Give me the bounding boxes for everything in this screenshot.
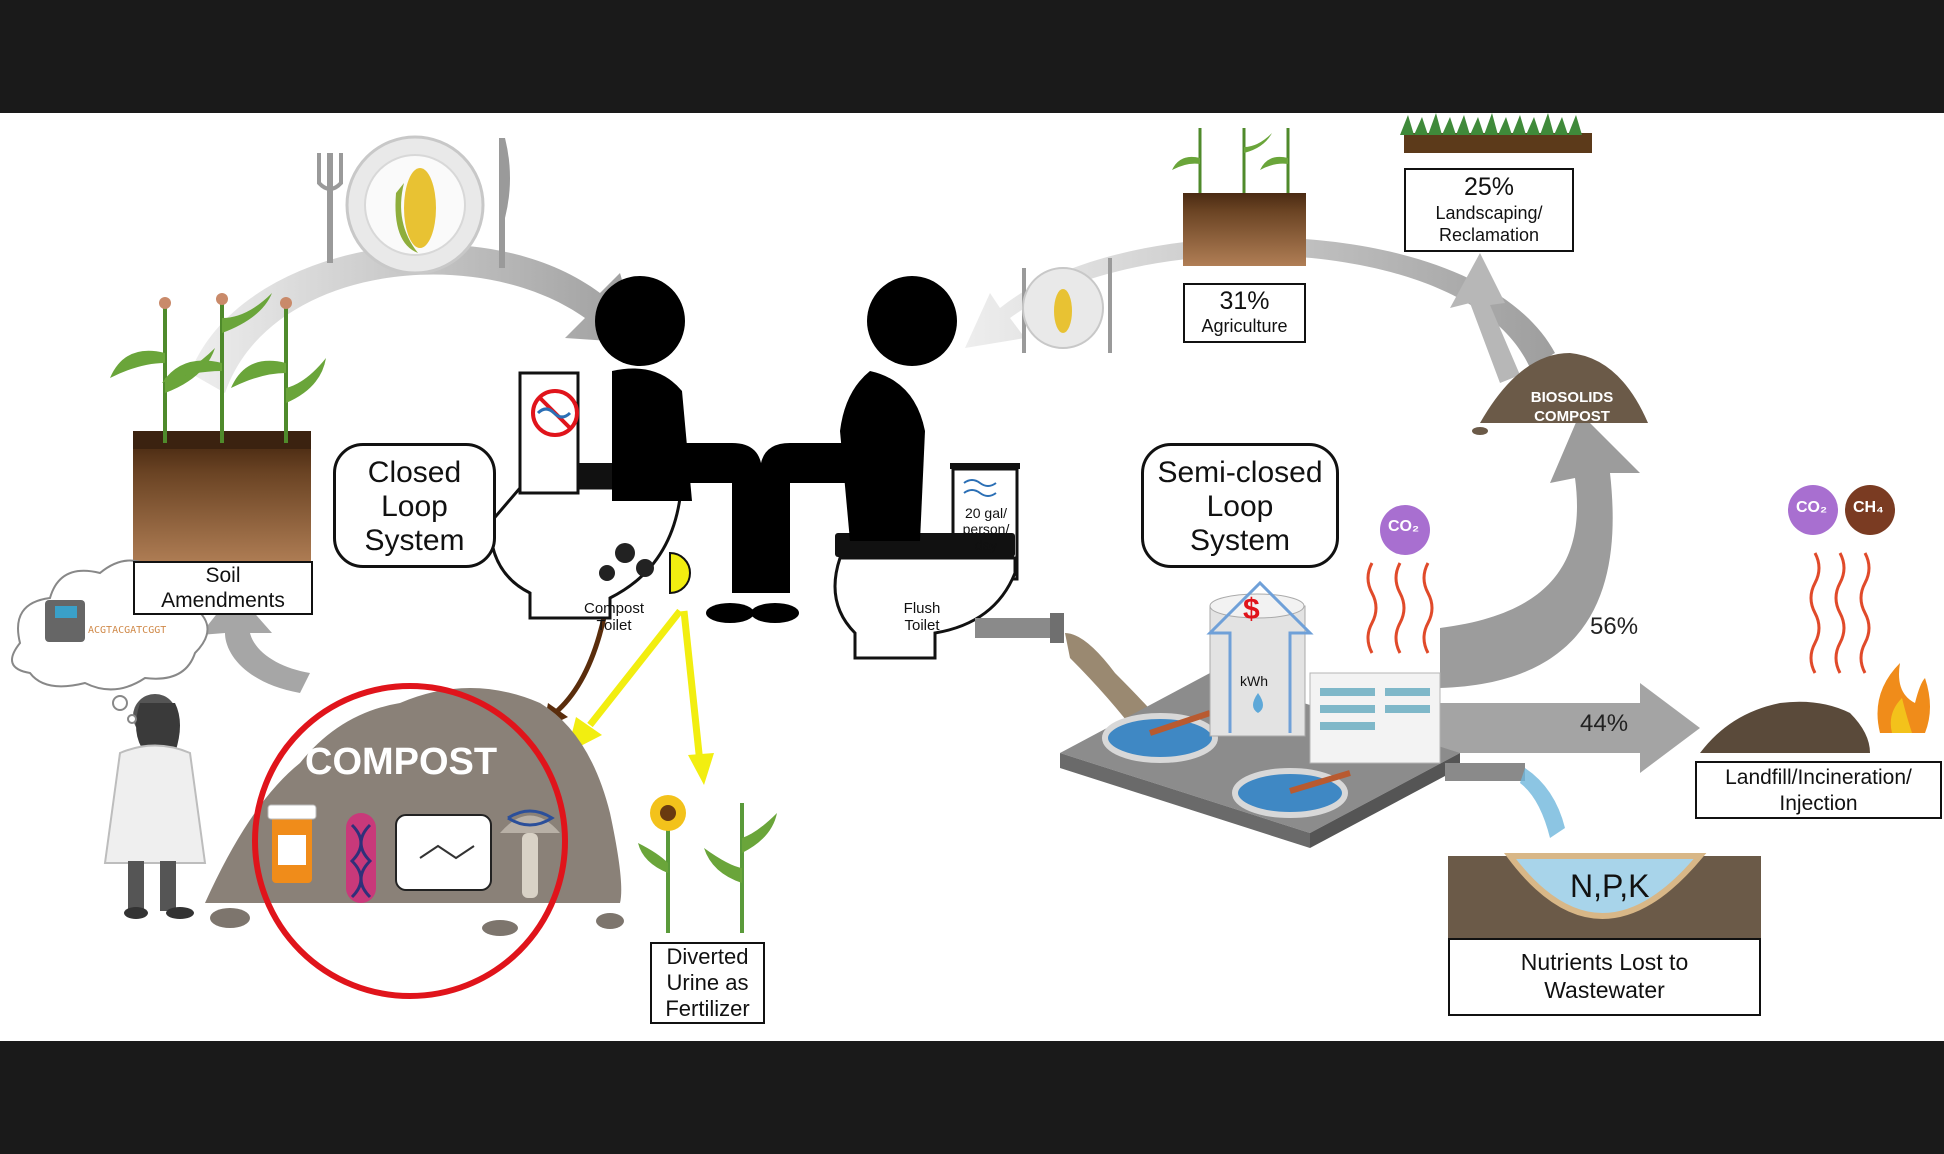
landfill-pile-icon [1700,663,1930,753]
diagram-canvas: ACGTACGATCGGT [11,113,1930,999]
emissions-arrows-plant [1366,562,1434,654]
to-landfill-arrow [1440,683,1700,773]
corn-soil-icon [110,293,326,565]
co2-landfill-text: CO₂ [1796,499,1828,516]
npk-label: N,P,K [1570,868,1650,904]
compost-to-soil-arrow [200,591,310,693]
compost-toilet-label: Compost Toilet [583,600,645,634]
sunflower-corn-icon [638,795,777,933]
compost-pile-icon [205,688,624,936]
agriculture-box: 31% Agriculture [1183,283,1306,343]
nutrients-lost-box: Nutrients Lost to Wastewater [1448,938,1761,1016]
emissions-arrows-landfill [1809,552,1871,674]
to-landscaping-arrow [1450,253,1520,383]
wastewater-plant-icon [1060,580,1565,848]
diverted-urine-label: Diverted Urine as Fertilizer [650,942,765,1024]
scientist-icon [103,694,207,919]
landscaping-box: 25% Landscaping/ Reclamation [1404,168,1574,252]
agriculture-pct: 31% [1219,287,1270,315]
flush-toilet-label: Flush Toilet [903,600,941,634]
to-biosolids-arrow [1440,413,1640,688]
agriculture-soil-icon [1172,128,1306,266]
pct-56-label: 56% [1590,613,1639,640]
urine-to-fertilizer-arrow [680,610,704,764]
urine-arrowhead-down [688,753,714,785]
landscaping-grass-icon [1400,113,1592,153]
co2-plant-text: CO₂ [1388,518,1420,535]
upper-loop-arrow [965,237,1555,368]
ch4-landfill-text: CH₄ [1853,499,1884,516]
feces-to-compost-arrow [553,612,608,715]
food-to-human-arrow [190,244,640,393]
pct-44-label: 44% [1580,710,1629,737]
ch4-bubble-landfill [1845,485,1895,535]
plate-corn-small-icon [1022,258,1112,353]
compost-highlight-ring [252,683,568,999]
biosolids-label: BIOSOLIDS COMPOST [1530,389,1614,425]
co2-bubble-plant [1380,505,1430,555]
biosolids-crumb [1472,427,1488,435]
agriculture-label: Agriculture [1201,316,1288,336]
closed-loop-title: Closed Loop System [333,443,496,568]
nutrients-pit-icon [1448,853,1761,939]
urine-to-compost-arrow [587,608,683,728]
semi-closed-loop-title: Semi-closed Loop System [1141,443,1339,568]
kwh-label: kWh [1240,673,1268,689]
compost-toilet-user-icon [488,276,762,623]
landfill-box: Landfill/Incineration/ Injection [1695,761,1942,819]
dollar-sign: $ [1243,593,1260,626]
landscaping-pct: 25% [1463,173,1515,201]
compost-label: COMPOST [305,741,498,783]
dna-sequence-text: ACGTACGATCGGT [88,625,166,636]
biosolids-pile-icon [1480,353,1648,423]
water-use-label: 20 gal/ person/ day [962,505,1010,553]
figure-panel: ACGTACGATCGGT [0,113,1944,1041]
plate-corn-icon [317,135,510,275]
landscaping-label: Landscaping/ Reclamation [1435,203,1543,245]
co2-bubble-landfill [1788,485,1838,535]
soil-amendments-label: Soil Amendments [133,561,313,615]
